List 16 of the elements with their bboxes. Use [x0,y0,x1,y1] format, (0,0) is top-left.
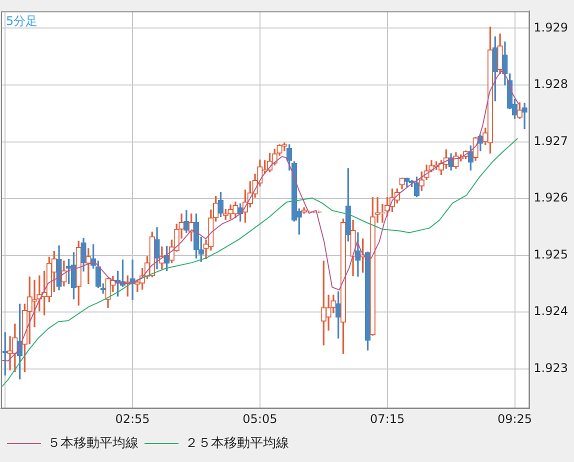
y-tick-label: 1.923 [534,360,568,375]
legend-label: ２５本移動平均線 [185,436,289,451]
y-tick-label: 1.928 [534,77,568,92]
x-tick-label: 09:25 [497,412,532,426]
y-tick-label: 1.929 [534,20,568,34]
candlestick [86,248,92,284]
y-tick-label: 1.925 [534,247,568,262]
x-tick-label: 07:15 [370,412,405,426]
x-tick-label: 05:05 [242,412,278,426]
y-tick-label: 1.927 [534,134,568,148]
candlestick [522,102,528,130]
x-tick-label: 02:55 [115,412,150,426]
y-tick-label: 1.926 [534,190,568,205]
legend-label: ５本移動平均線 [48,436,138,451]
chart-title: 5分足 [6,14,38,28]
y-tick-label: 1.924 [534,304,568,318]
